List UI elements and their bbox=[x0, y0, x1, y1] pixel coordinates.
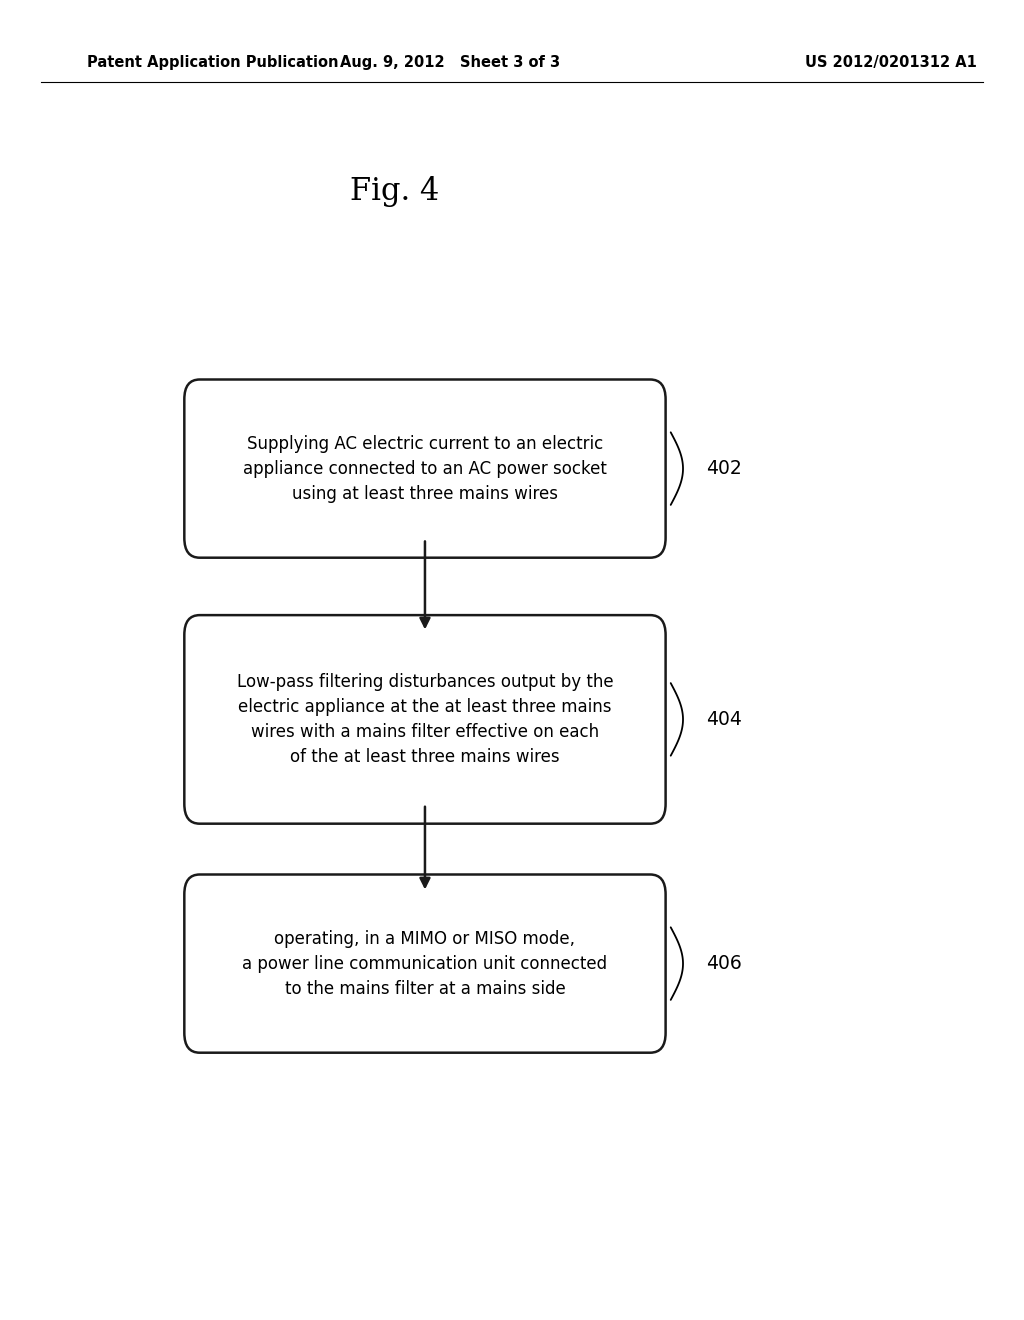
Text: Supplying AC electric current to an electric
appliance connected to an AC power : Supplying AC electric current to an elec… bbox=[243, 434, 607, 503]
Text: Patent Application Publication: Patent Application Publication bbox=[87, 54, 339, 70]
Text: US 2012/0201312 A1: US 2012/0201312 A1 bbox=[805, 54, 977, 70]
Text: 406: 406 bbox=[707, 954, 742, 973]
Text: operating, in a MIMO or MISO mode,
a power line communication unit connected
to : operating, in a MIMO or MISO mode, a pow… bbox=[243, 929, 607, 998]
Text: Fig. 4: Fig. 4 bbox=[349, 176, 439, 207]
Text: Low-pass filtering disturbances output by the
electric appliance at the at least: Low-pass filtering disturbances output b… bbox=[237, 673, 613, 766]
FancyBboxPatch shape bbox=[184, 380, 666, 557]
FancyBboxPatch shape bbox=[184, 874, 666, 1053]
Text: 404: 404 bbox=[707, 710, 742, 729]
Text: Aug. 9, 2012   Sheet 3 of 3: Aug. 9, 2012 Sheet 3 of 3 bbox=[341, 54, 560, 70]
FancyBboxPatch shape bbox=[184, 615, 666, 824]
Text: 402: 402 bbox=[707, 459, 742, 478]
